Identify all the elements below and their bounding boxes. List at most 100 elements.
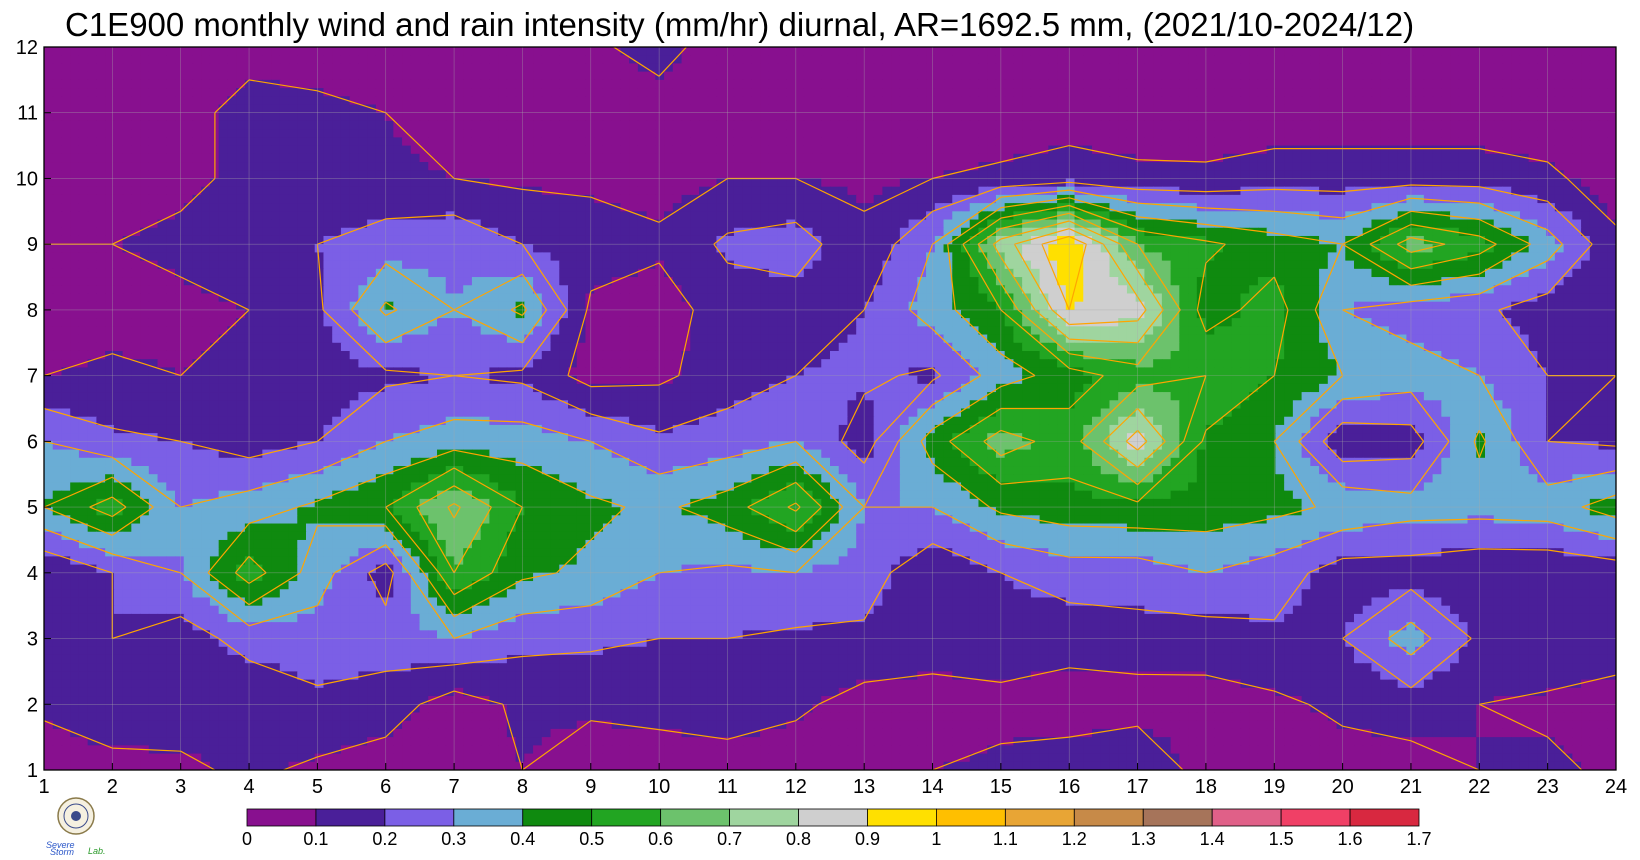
contour-cell xyxy=(1057,153,1067,163)
contour-cell xyxy=(1441,153,1451,163)
contour-cell xyxy=(209,203,220,212)
contour-cell xyxy=(1292,211,1303,221)
contour-cell xyxy=(908,268,918,278)
contour-cell xyxy=(1231,235,1242,245)
contour-cell xyxy=(690,88,700,97)
contour-cell xyxy=(934,63,945,73)
contour-cell xyxy=(1065,96,1076,106)
contour-cell xyxy=(1336,63,1346,73)
contour-cell xyxy=(786,153,796,163)
contour-cell xyxy=(524,63,534,73)
contour-cell xyxy=(873,63,883,73)
contour-cell xyxy=(1327,96,1338,106)
contour-cell xyxy=(1240,260,1250,270)
contour-cell xyxy=(1432,145,1442,155)
contour-cell xyxy=(751,235,761,245)
contour-cell xyxy=(934,96,945,106)
contour-cell xyxy=(1458,227,1469,237)
contour-cell xyxy=(279,162,290,171)
contour-cell xyxy=(637,120,648,130)
contour-cell xyxy=(672,120,683,130)
contour-cell xyxy=(1144,88,1154,97)
contour-cell xyxy=(140,120,150,130)
contour-cell xyxy=(1179,88,1189,97)
contour-cell xyxy=(1022,88,1032,97)
contour-cell xyxy=(1493,112,1504,122)
contour-cell xyxy=(201,96,211,106)
contour-cell xyxy=(166,252,176,262)
contour-cell xyxy=(454,153,464,163)
contour-cell xyxy=(1100,104,1111,114)
contour-cell xyxy=(1502,120,1512,130)
contour-cell xyxy=(873,178,883,188)
contour-cell xyxy=(934,260,945,270)
contour-cell xyxy=(1188,178,1198,188)
contour-cell xyxy=(1310,96,1320,106)
contour-cell xyxy=(480,153,490,163)
contour-cell xyxy=(288,79,298,89)
contour-cell xyxy=(323,112,333,122)
contour-cell xyxy=(1126,88,1137,97)
contour-cell xyxy=(777,153,787,163)
contour-cell xyxy=(1511,244,1521,253)
contour-cell xyxy=(873,203,883,212)
contour-cell xyxy=(1144,55,1154,65)
contour-cell xyxy=(489,252,499,262)
contour-cell xyxy=(1441,137,1451,147)
contour-cell xyxy=(1528,252,1538,262)
contour-cell xyxy=(323,88,333,97)
contour-cell xyxy=(1450,47,1460,56)
contour-cell xyxy=(236,55,246,65)
contour-cell xyxy=(1039,55,1049,65)
contour-cell xyxy=(1345,129,1355,138)
contour-cell xyxy=(699,170,709,180)
contour-cell xyxy=(1554,227,1565,237)
contour-cell xyxy=(1179,211,1189,221)
contour-cell xyxy=(183,178,194,188)
contour-cell xyxy=(410,63,421,73)
contour-cell xyxy=(253,104,263,114)
contour-cell xyxy=(1354,244,1364,253)
contour-cell xyxy=(681,186,691,196)
contour-cell xyxy=(1240,112,1250,122)
contour-cell xyxy=(175,71,185,81)
contour-cell xyxy=(847,178,857,188)
contour-cell xyxy=(611,178,621,188)
contour-cell xyxy=(1450,235,1460,245)
contour-cell xyxy=(1388,219,1399,229)
contour-cell xyxy=(838,71,849,81)
contour-cell xyxy=(533,178,543,188)
contour-cell xyxy=(78,120,89,130)
contour-cell xyxy=(454,203,464,212)
contour-cell xyxy=(218,104,228,114)
contour-cell xyxy=(1607,178,1616,188)
contour-cell xyxy=(1135,170,1145,180)
contour-cell xyxy=(576,244,587,253)
contour-cell xyxy=(1563,211,1573,221)
contour-cell xyxy=(969,88,980,97)
contour-cell xyxy=(891,71,901,81)
contour-cell xyxy=(1083,219,1093,229)
contour-cell xyxy=(681,71,691,81)
contour-cell xyxy=(1092,120,1102,130)
contour-cell xyxy=(410,104,421,114)
contour-cell xyxy=(244,162,255,171)
contour-cell xyxy=(1537,63,1547,73)
contour-cell xyxy=(1371,211,1381,221)
contour-cell xyxy=(157,268,167,278)
contour-cell xyxy=(987,244,997,253)
contour-cell xyxy=(1100,129,1111,138)
contour-cell xyxy=(1231,211,1242,221)
contour-cell xyxy=(1030,170,1041,180)
contour-cell xyxy=(244,219,255,229)
contour-cell xyxy=(1039,162,1049,171)
contour-cell xyxy=(568,104,578,114)
contour-cell xyxy=(594,104,604,114)
contour-cell xyxy=(733,55,744,65)
contour-cell xyxy=(1100,96,1111,106)
contour-cell xyxy=(384,55,394,65)
contour-cell xyxy=(1144,129,1154,138)
contour-cell xyxy=(629,162,639,171)
contour-cell xyxy=(864,145,875,155)
contour-cell xyxy=(1179,137,1189,147)
